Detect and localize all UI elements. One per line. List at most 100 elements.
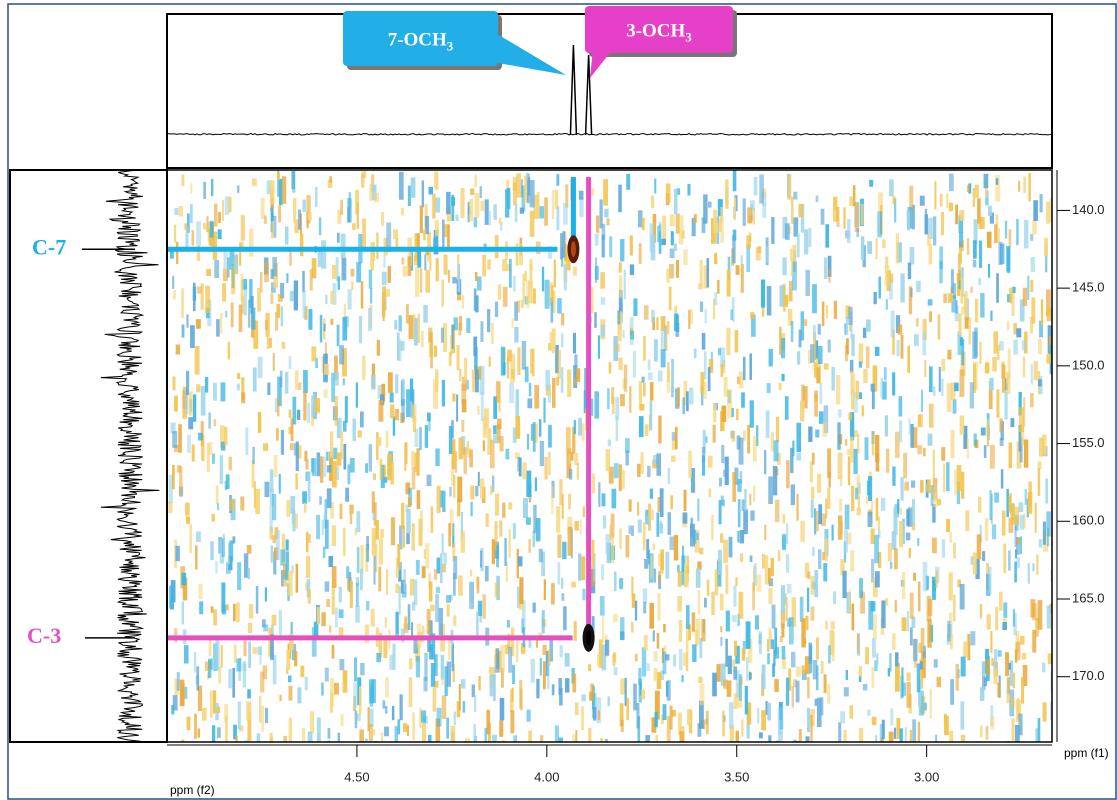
noise: [463, 447, 467, 475]
noise: [928, 243, 933, 265]
noise: [619, 578, 624, 590]
noise: [319, 314, 323, 343]
noise: [419, 708, 422, 728]
noise: [247, 622, 253, 634]
noise: [901, 682, 906, 696]
noise: [796, 452, 802, 461]
noise: [699, 259, 703, 289]
noise: [244, 740, 250, 742]
noise: [939, 261, 943, 284]
noise: [225, 562, 231, 574]
noise: [738, 437, 744, 465]
noise: [280, 429, 284, 455]
noise: [837, 452, 843, 480]
noise: [810, 344, 815, 363]
noise: [281, 176, 287, 204]
noise: [327, 728, 331, 739]
noise: [500, 346, 506, 376]
noise: [631, 576, 634, 597]
noise: [489, 439, 495, 469]
noise: [728, 536, 733, 558]
noise: [257, 356, 263, 379]
noise: [693, 214, 697, 224]
noise: [407, 185, 411, 207]
noise: [358, 686, 362, 715]
noise: [321, 240, 327, 269]
noise: [485, 513, 489, 527]
noise: [688, 310, 691, 329]
noise: [476, 611, 479, 637]
noise: [820, 697, 824, 716]
noise: [735, 265, 740, 275]
noise: [706, 258, 709, 288]
noise: [270, 545, 273, 563]
noise: [181, 601, 185, 625]
noise: [813, 332, 817, 361]
noise: [720, 663, 726, 686]
noise: [366, 535, 369, 562]
noise: [344, 396, 348, 423]
noise: [477, 471, 480, 487]
noise: [752, 436, 757, 462]
noise: [267, 382, 271, 395]
noise: [999, 341, 1004, 351]
noise: [671, 709, 677, 717]
noise: [736, 376, 741, 385]
noise: [1042, 702, 1047, 722]
noise: [526, 280, 530, 309]
noise: [556, 206, 560, 231]
noise: [870, 383, 875, 392]
noise: [579, 197, 584, 218]
noise: [225, 604, 229, 611]
noise: [1035, 617, 1039, 637]
noise: [303, 391, 307, 421]
noise: [228, 669, 232, 689]
noise: [1019, 407, 1024, 433]
noise: [723, 539, 729, 563]
noise: [289, 443, 294, 451]
noise: [383, 476, 388, 483]
noise: [358, 315, 363, 344]
noise: [512, 275, 516, 292]
noise: [973, 219, 978, 245]
noise: [842, 570, 847, 599]
noise: [288, 426, 293, 434]
noise-field: [168, 170, 1052, 742]
noise: [321, 519, 325, 535]
noise: [217, 229, 222, 240]
noise: [392, 643, 396, 670]
noise: [534, 385, 540, 409]
f1-projection: [100, 169, 160, 742]
noise: [224, 426, 228, 446]
noise: [883, 367, 887, 381]
noise: [1031, 297, 1036, 324]
noise: [764, 555, 769, 585]
noise: [379, 394, 385, 406]
noise: [203, 181, 207, 200]
noise: [425, 543, 430, 569]
noise: [288, 409, 292, 419]
noise: [641, 376, 645, 383]
noise: [735, 670, 740, 698]
noise: [329, 625, 332, 633]
noise: [712, 672, 717, 697]
noise: [543, 397, 546, 423]
noise: [1007, 348, 1011, 378]
noise: [876, 653, 879, 666]
noise: [725, 638, 728, 667]
peak-label: C-3: [27, 623, 61, 648]
noise: [565, 184, 569, 208]
noise: [567, 516, 573, 534]
noise: [733, 693, 738, 709]
noise: [311, 458, 317, 476]
noise: [988, 381, 993, 410]
noise: [451, 324, 454, 349]
noise: [835, 374, 841, 405]
noise: [1003, 602, 1008, 618]
noise: [681, 674, 684, 683]
noise: [893, 548, 898, 570]
noise: [573, 266, 577, 276]
noise: [359, 729, 364, 742]
noise: [632, 351, 636, 378]
noise: [1023, 513, 1026, 529]
